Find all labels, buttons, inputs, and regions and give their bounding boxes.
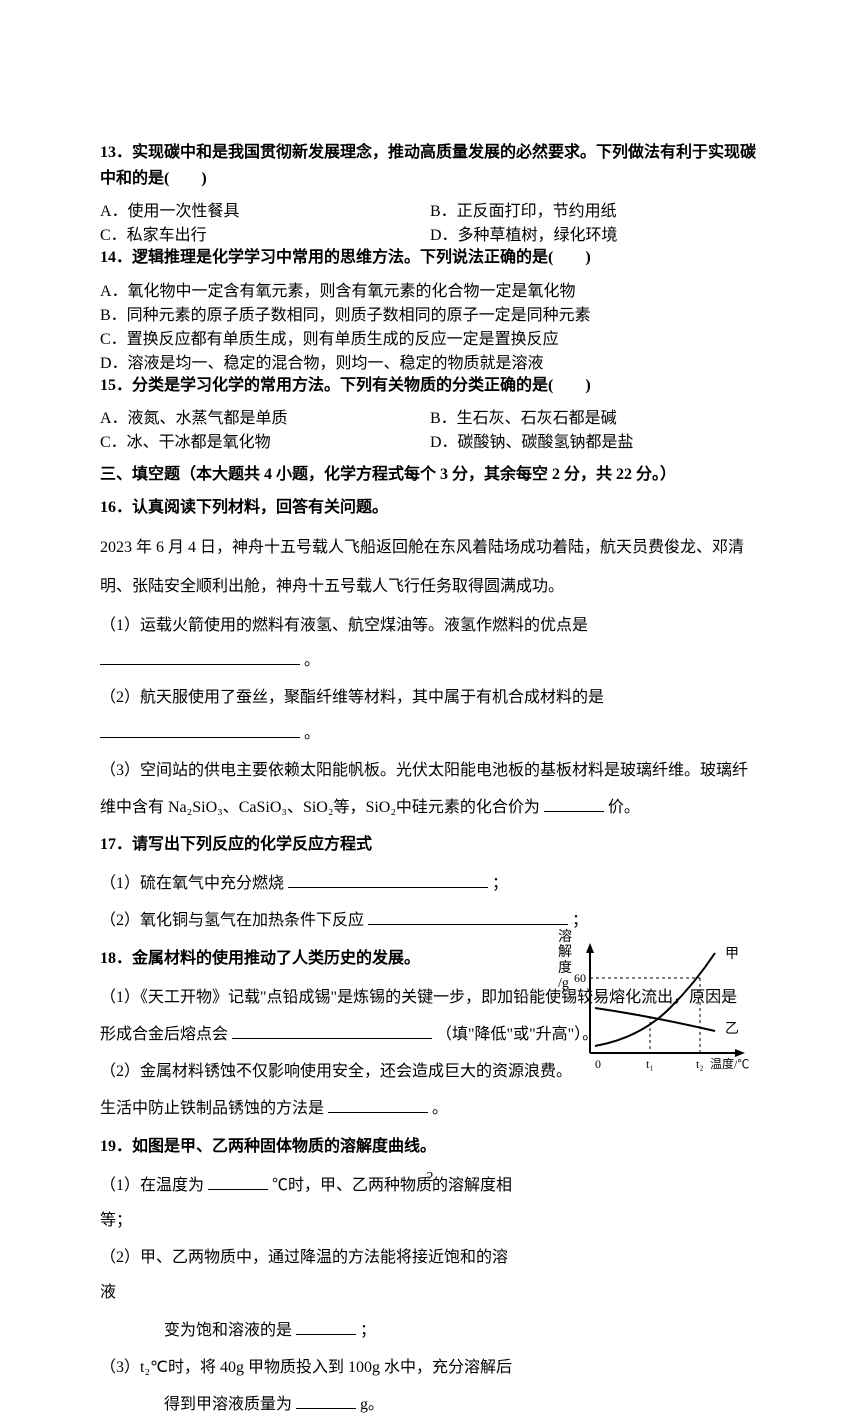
- q17-sub2-end: ；: [572, 912, 588, 929]
- q15-option-d: D．碳酸钠、碳酸氢钠都是盐: [430, 428, 760, 452]
- q15-option-a: A．液氮、水蒸气都是单质: [100, 404, 430, 428]
- q19-sub1-blank[interactable]: [208, 1174, 268, 1190]
- chart-xlabel: 温度/℃: [710, 1056, 749, 1071]
- q19-sub3b-post: g。: [360, 1396, 384, 1413]
- q16-sub3a: （3）空间站的供电主要依赖太阳能帆板。光伏太阳能电池板的基板材料是玻璃纤维。玻璃…: [100, 753, 760, 788]
- q14-option-c: C．置换反应都有单质生成，则有单质生成的反应一定是置换反应: [100, 325, 760, 349]
- q16-sub2: （2）航天服使用了蚕丝，聚酯纤维等材料，其中属于有机合成材料的是: [100, 689, 604, 706]
- q17-sub1-end: ；: [492, 875, 508, 892]
- q14-option-d: D．溶液是均一、稳定的混合物，则均一、稳定的物质就是溶液: [100, 349, 760, 373]
- q14-option-b: B．同种元素的原子质子数相同，则质子数相同的原子一定是同种元素: [100, 301, 760, 325]
- q16-sub3b-blank[interactable]: [544, 796, 604, 812]
- q16-sub1-end: 。: [304, 652, 320, 669]
- q16-sub3b-pre: 维中含有 Na₂SiO₃、CaSiO₃、SiO₂等，SiO₂中硅元素的化合价为: [100, 799, 540, 816]
- q17-stem: 17．请写出下列反应的化学反应方程式: [100, 827, 760, 862]
- q18-sub2b-post: 。: [432, 1100, 448, 1117]
- q15-option-b: B．生石灰、石灰石都是碱: [430, 404, 760, 428]
- q19-sub2: （2）甲、乙两物质中，通过降温的方法能将接近饱和的溶液: [100, 1240, 520, 1310]
- q16-para1: 2023 年 6 月 4 日，神舟十五号载人飞船返回舱在东风着陆场成功着陆，航天…: [100, 530, 760, 565]
- q13-option-a: A．使用一次性餐具: [100, 197, 430, 221]
- q18-sub2b-blank[interactable]: [328, 1097, 428, 1113]
- q19-sub3: （3）t₂℃时，将 40g 甲物质投入到 100g 水中，充分溶解后: [100, 1350, 520, 1385]
- chart-label-yi: 乙: [725, 1021, 739, 1037]
- q17-sub2-blank[interactable]: [368, 909, 568, 925]
- chart-label-jia: 甲: [725, 947, 739, 962]
- q16-sub2-end: 。: [304, 725, 320, 742]
- chart-xtick-t2: t₂: [696, 1057, 704, 1071]
- q13-stem: 13．实现碳中和是我国贯彻新发展理念，推动高质量发展的必然要求。下列做法有利于实…: [100, 144, 756, 187]
- chart-ytick-60: 60: [574, 971, 586, 985]
- q17-sub2: （2）氧化铜与氢气在加热条件下反应: [100, 912, 364, 929]
- section-3-header: 三、填空题（本大题共 4 小题，化学方程式每个 3 分，其余每空 2 分，共 2…: [100, 460, 760, 484]
- q14-stem: 14．逻辑推理是化学学习中常用的思维方法。下列说法正确的是( ): [100, 249, 591, 266]
- q19-stem: 19．如图是甲、乙两种固体物质的溶解度曲线。: [100, 1129, 520, 1164]
- q16-stem: 16．认真阅读下列材料，回答有关问题。: [100, 490, 760, 525]
- q13-option-c: C．私家车出行: [100, 221, 430, 245]
- q19-sub1-pre: （1）在温度为: [100, 1177, 204, 1194]
- q18-sub1b-blank[interactable]: [232, 1023, 432, 1039]
- q16-sub2-blank[interactable]: [100, 722, 300, 738]
- q18-sub1b-pre: 形成合金后熔点会: [100, 1026, 228, 1043]
- q13-option-b: B．正反面打印，节约用纸: [430, 197, 760, 221]
- q17-sub1-blank[interactable]: [288, 872, 488, 888]
- q18-sub2b-pre: 生活中防止铁制品锈蚀的方法是: [100, 1100, 324, 1117]
- q19-sub2b-blank[interactable]: [296, 1319, 356, 1335]
- q19-sub2b-pre: 变为饱和溶液的是: [100, 1322, 292, 1339]
- q19-sub3b-blank[interactable]: [296, 1393, 356, 1409]
- q16-sub3b-post: 价。: [608, 799, 640, 816]
- solubility-chart: 甲 乙 60 0 t₁ t₂ 温度/℃ 溶 解 度 /g: [560, 938, 760, 1078]
- chart-xtick-t1: t₁: [646, 1057, 654, 1071]
- q15-stem: 15．分类是学习化学的常用方法。下列有关物质的分类正确的是( ): [100, 377, 591, 394]
- q15-option-c: C．冰、干冰都是氧化物: [100, 428, 430, 452]
- page-number: 2: [427, 1170, 434, 1186]
- q14-option-a: A．氧化物中一定含有氧元素，则含有氧元素的化合物一定是氧化物: [100, 277, 760, 301]
- svg-text:0: 0: [595, 1057, 601, 1071]
- q17-sub1: （1）硫在氧气中充分燃烧: [100, 875, 284, 892]
- q16-para2: 明、张陆安全顺利出舱，神舟十五号载人飞行任务取得圆满成功。: [100, 569, 760, 604]
- chart-ylabel: 溶 解 度 /g: [558, 930, 572, 992]
- q13-option-d: D．多种草植树，绿化环境: [430, 221, 760, 245]
- q16-sub1: （1）运载火箭使用的燃料有液氢、航空煤油等。液氢作燃料的优点是: [100, 617, 588, 634]
- q16-sub1-blank[interactable]: [100, 649, 300, 665]
- q19-sub2b-post: ；: [360, 1322, 376, 1339]
- q19-sub3b-pre: 得到甲溶液质量为: [100, 1396, 292, 1413]
